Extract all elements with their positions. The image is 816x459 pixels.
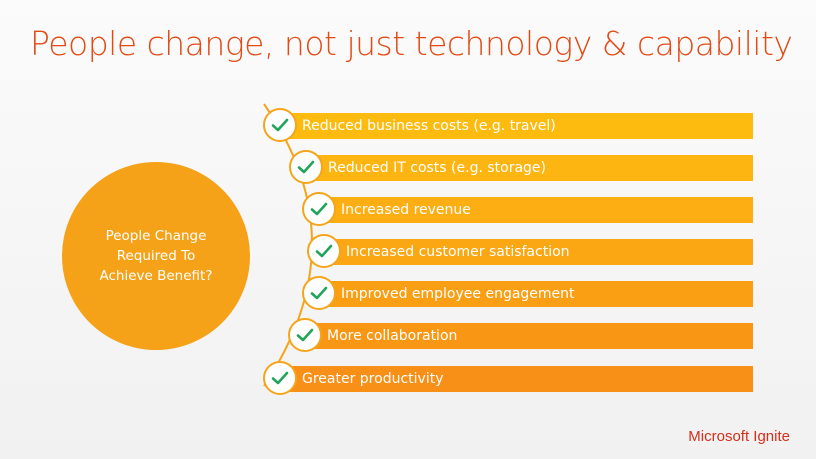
benefit-label: Reduced IT costs (e.g. storage)	[328, 160, 546, 176]
benefit-label: Improved employee engagement	[341, 286, 575, 302]
checkmark-icon	[263, 108, 297, 142]
benefit-label: More collaboration	[327, 328, 458, 344]
benefit-item: Greater productivity	[0, 361, 816, 395]
benefit-label: Increased customer satisfaction	[346, 244, 570, 260]
benefit-item: Increased customer satisfaction	[0, 234, 816, 268]
checkmark-icon	[302, 276, 336, 310]
benefit-bar: Improved employee engagement	[319, 281, 753, 307]
benefit-item: More collaboration	[0, 318, 816, 352]
benefit-bar: Reduced business costs (e.g. travel)	[280, 113, 753, 139]
benefit-label: Increased revenue	[341, 202, 471, 218]
microsoft-ignite-logo: Microsoft Ignite	[688, 428, 790, 445]
benefit-label: Greater productivity	[302, 371, 444, 387]
benefit-bar: Increased revenue	[319, 197, 753, 223]
people-change-circle: People Change Required To Achieve Benefi…	[62, 162, 250, 350]
benefit-item: Reduced business costs (e.g. travel)	[0, 108, 816, 142]
benefit-bar: Greater productivity	[280, 366, 753, 392]
circle-label: People Change Required To Achieve Benefi…	[99, 228, 213, 284]
checkmark-icon	[307, 234, 341, 268]
benefit-bar: More collaboration	[305, 323, 753, 349]
checkmark-icon	[302, 192, 336, 226]
benefit-bar: Increased customer satisfaction	[324, 239, 753, 265]
slide-title: People change, not just technology & cap…	[30, 24, 793, 63]
benefit-item: Increased revenue	[0, 192, 816, 226]
checkmark-icon	[289, 150, 323, 184]
benefit-label: Reduced business costs (e.g. travel)	[302, 118, 556, 134]
benefit-item: Reduced IT costs (e.g. storage)	[0, 150, 816, 184]
checkmark-icon	[288, 318, 322, 352]
checkmark-icon	[263, 361, 297, 395]
benefit-bar: Reduced IT costs (e.g. storage)	[306, 155, 753, 181]
benefit-item: Improved employee engagement	[0, 276, 816, 310]
